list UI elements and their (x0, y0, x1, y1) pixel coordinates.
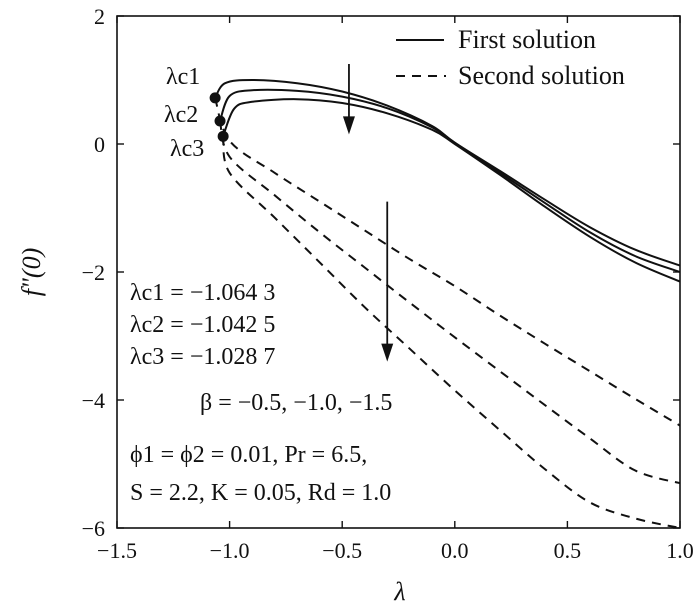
arrows-layer (342, 64, 394, 362)
y-tick-label: −6 (82, 516, 105, 541)
y-axis-label: f"(0) (17, 248, 46, 296)
y-tick-label: 0 (94, 132, 105, 157)
second-solution-line-3 (222, 136, 680, 528)
x-tick-label: −1.0 (210, 538, 250, 563)
critical-point-2 (214, 115, 226, 127)
critical-value-1: λc1 = −1.064 3 (130, 280, 275, 306)
x-tick-label: 0.5 (554, 538, 582, 563)
y-tick-label: −4 (82, 388, 105, 413)
second-solution-line-1 (214, 97, 680, 427)
critical-value-2: λc2 = −1.042 5 (130, 312, 275, 338)
y-tick-label: −2 (82, 260, 105, 285)
plot-frame (116, 15, 681, 529)
x-tick-label: 1.0 (666, 538, 694, 563)
first-solution-line-3 (222, 98, 680, 283)
trend-arrow-head-2 (381, 343, 394, 362)
first-solution-line-2 (219, 88, 680, 273)
second-solution-line-2 (219, 120, 680, 485)
legend-second-solution: Second solution (458, 61, 625, 90)
series-group (214, 78, 680, 528)
annotations: λc1 = −1.064 3 λc2 = −1.042 5 λc3 = −1.0… (130, 280, 392, 506)
params-line-2: S = 2.2, K = 0.05, Rd = 1.0 (130, 480, 391, 506)
y-tick-label: 2 (94, 4, 105, 29)
x-tick-label: −1.5 (97, 538, 137, 563)
critical-label-1: λc1 (166, 64, 200, 90)
x-tick-label: 0.0 (441, 538, 469, 563)
critical-point-3 (217, 130, 229, 142)
beta-values: β = −0.5, −1.0, −1.5 (200, 390, 392, 416)
trend-arrow-head-1 (342, 116, 355, 135)
x-axis-label: λ (393, 577, 405, 606)
legend-first-solution: First solution (458, 25, 596, 54)
series-layer (214, 78, 680, 528)
first-solution-line-1 (214, 78, 680, 267)
legend: First solution Second solution (396, 25, 625, 90)
x-tick-label: −0.5 (322, 538, 362, 563)
critical-label-2: λc2 (164, 102, 198, 128)
critical-labels: λc1 λc2 λc3 (164, 64, 204, 162)
critical-label-3: λc3 (170, 136, 204, 162)
params-line-1: ϕ1 = ϕ2 = 0.01, Pr = 6.5, (130, 442, 367, 468)
critical-points-layer (209, 92, 229, 142)
critical-value-3: λc3 = −1.028 7 (130, 344, 275, 370)
ticks-layer: −1.5 −1.0 −0.5 0.0 0.5 1.0 −6 −4 −2 0 2 (82, 4, 694, 563)
critical-point-1 (209, 92, 221, 104)
